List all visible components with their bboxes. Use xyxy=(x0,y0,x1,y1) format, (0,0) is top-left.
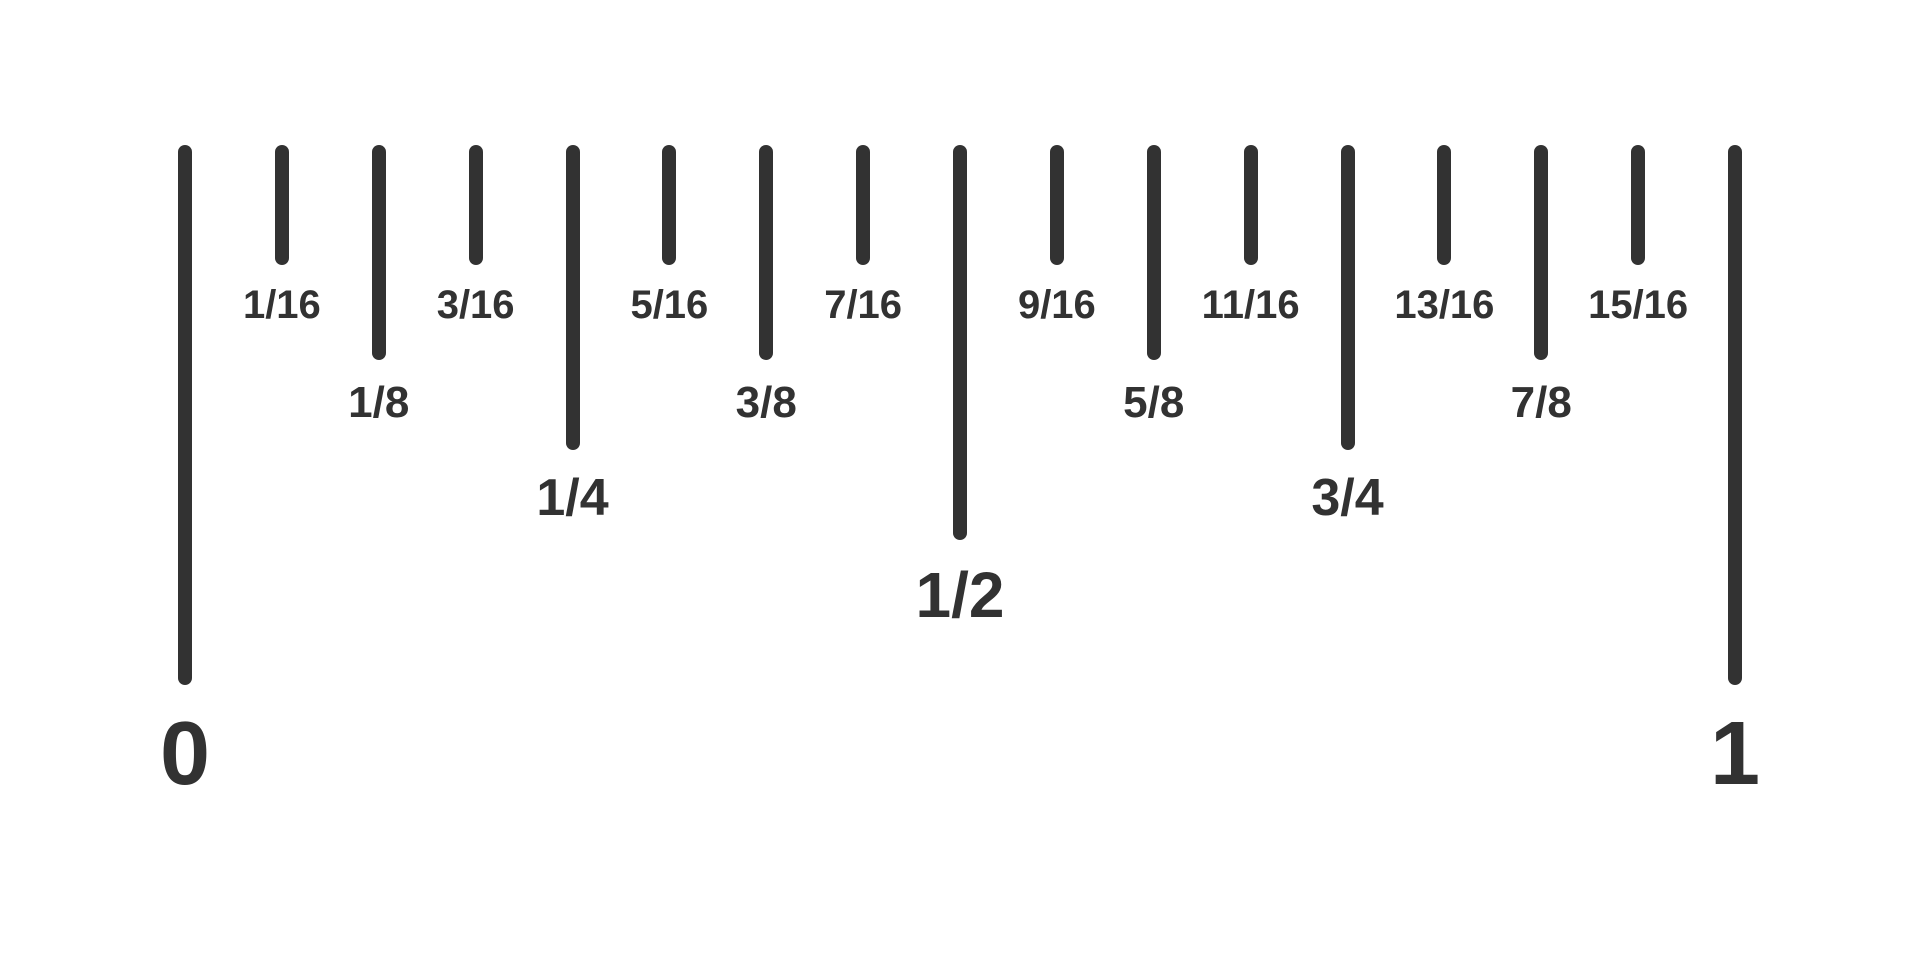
ruler-label-sixteenth: 15/16 xyxy=(1588,283,1688,328)
ruler-tick-sixteenth xyxy=(1631,145,1645,265)
ruler-tick-half xyxy=(953,145,967,540)
ruler-label-eighth: 3/8 xyxy=(736,378,797,428)
ruler-label-whole: 0 xyxy=(160,703,210,806)
ruler-tick-sixteenth xyxy=(856,145,870,265)
ruler-tick-sixteenth xyxy=(1050,145,1064,265)
ruler-tick-whole xyxy=(178,145,192,685)
ruler-label-eighth: 5/8 xyxy=(1123,378,1184,428)
ruler-tick-eighth xyxy=(759,145,773,360)
ruler-label-half: 1/2 xyxy=(916,558,1005,632)
ruler-label-sixteenth: 9/16 xyxy=(1018,283,1096,328)
ruler-tick-sixteenth xyxy=(469,145,483,265)
ruler-label-sixteenth: 11/16 xyxy=(1202,283,1300,328)
ruler-tick-whole xyxy=(1728,145,1742,685)
ruler-label-sixteenth: 3/16 xyxy=(437,283,515,328)
ruler-tick-quarter xyxy=(566,145,580,450)
ruler-scale: 0 1/16 1/8 3/16 1/4 5/16 3/8 7/16 1/2 9/16 5/8 11/1… xyxy=(0,0,1920,960)
ruler-label-sixteenth: 7/16 xyxy=(824,283,902,328)
ruler-label-sixteenth: 13/16 xyxy=(1394,283,1494,328)
ruler-tick-quarter xyxy=(1341,145,1355,450)
ruler-label-sixteenth: 1/16 xyxy=(243,283,321,328)
ruler-tick-eighth xyxy=(372,145,386,360)
ruler-label-quarter: 1/4 xyxy=(536,468,608,528)
ruler-tick-eighth xyxy=(1147,145,1161,360)
ruler-tick-sixteenth xyxy=(1437,145,1451,265)
ruler-tick-sixteenth xyxy=(662,145,676,265)
ruler-label-eighth: 7/8 xyxy=(1511,378,1572,428)
ruler-label-whole: 1 xyxy=(1710,703,1760,806)
ruler-label-quarter: 3/4 xyxy=(1311,468,1383,528)
ruler-label-eighth: 1/8 xyxy=(348,378,409,428)
ruler-tick-sixteenth xyxy=(1244,145,1258,265)
ruler-tick-sixteenth xyxy=(275,145,289,265)
ruler-label-sixteenth: 5/16 xyxy=(630,283,708,328)
ruler-tick-eighth xyxy=(1534,145,1548,360)
